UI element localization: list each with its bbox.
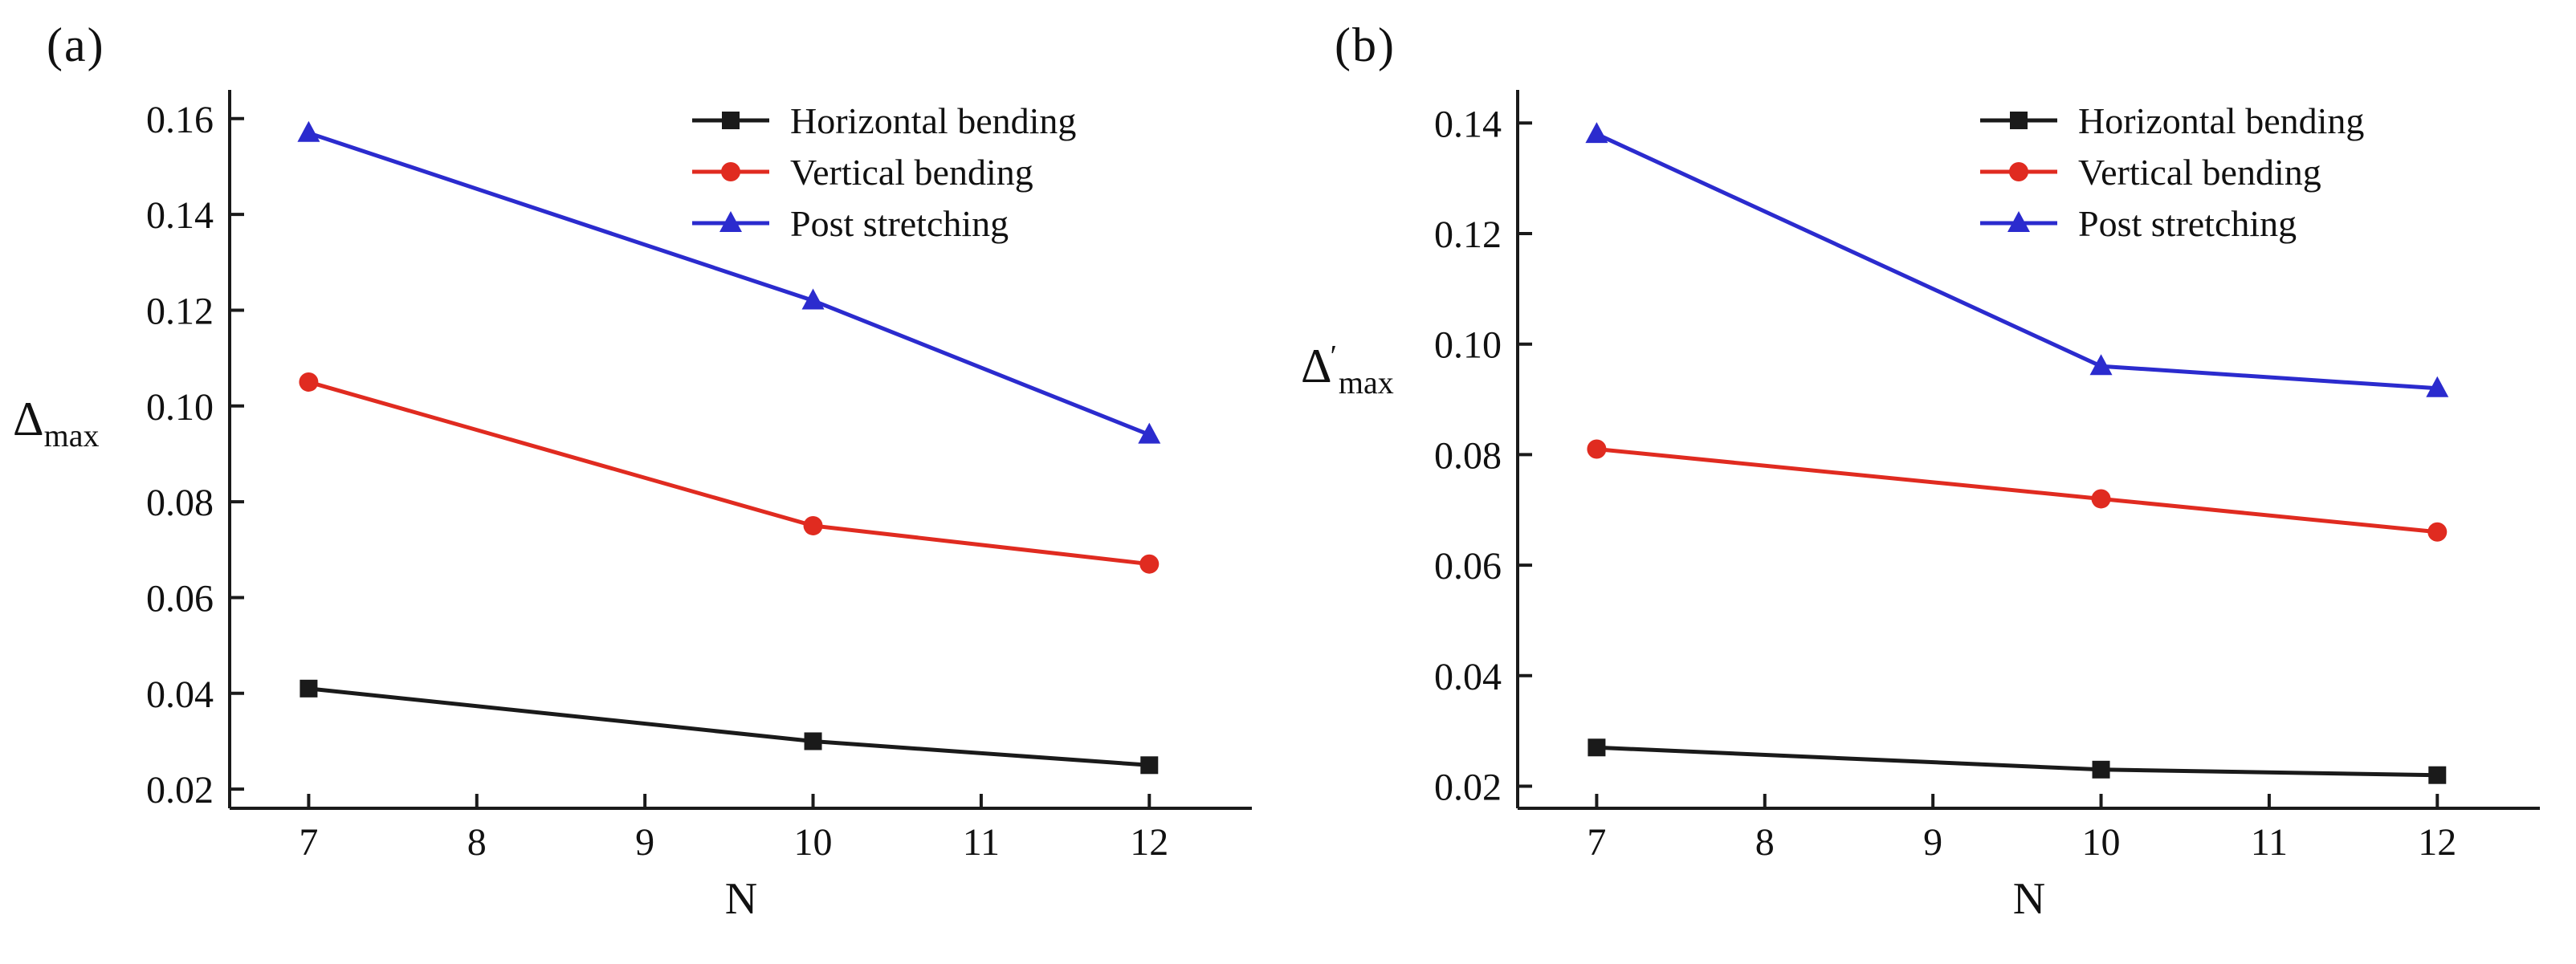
y-axis-label-b: Δ′max xyxy=(1301,339,1394,401)
x-axis-label-a: N xyxy=(724,874,758,924)
x-tick-label: 9 xyxy=(635,821,654,864)
legend-label: Vertical bending xyxy=(2078,152,2321,193)
triangle-marker xyxy=(2426,376,2449,397)
panel-b-label: (b) xyxy=(1335,18,1396,71)
y-tick-label: 0.12 xyxy=(1434,214,1502,256)
legend-label: Post stretching xyxy=(2078,203,2297,244)
y-tick-label: 0.08 xyxy=(1434,434,1502,477)
series-line xyxy=(1596,447,2438,535)
y-axis-prime: ′ xyxy=(1330,340,1337,373)
legend-label: Vertical bending xyxy=(790,152,1033,193)
circle-marker xyxy=(1139,554,1160,574)
triangle-marker xyxy=(801,288,825,310)
x-tick-label: 7 xyxy=(1587,821,1606,864)
series-line xyxy=(1596,745,2438,778)
panel-b: (b) Δ′max N 7 8 9 10 11 12 0.02 0.04 0.06 0.08 0.1… xyxy=(1288,0,2576,964)
x-tick-label: 10 xyxy=(794,821,833,864)
triangle-marker xyxy=(1138,422,1161,444)
square-marker xyxy=(722,112,740,129)
circle-marker xyxy=(803,515,823,535)
y-tick-label: 0.06 xyxy=(1434,545,1502,588)
triangle-marker xyxy=(2007,211,2030,232)
circle-marker xyxy=(2091,489,2111,509)
y-tick-label: 0.08 xyxy=(146,482,214,524)
line-chart-a: 7 8 9 10 11 12 0.02 0.04 0.06 0.08 0.10 0.12 0.14 0.1… xyxy=(146,90,1252,864)
x-tick-label: 11 xyxy=(963,821,1000,864)
y-tick-label: 0.16 xyxy=(146,99,214,141)
square-marker xyxy=(300,679,318,698)
y-tick-label: 0.12 xyxy=(146,290,214,332)
legend: Horizontal bending Vertical bending Post s… xyxy=(692,100,1076,244)
series-line xyxy=(308,686,1150,767)
triangle-marker xyxy=(719,211,742,232)
y-tick-label: 0.02 xyxy=(146,769,214,811)
y-tick-label: 0.14 xyxy=(146,194,214,237)
y-axis-subscript: max xyxy=(1338,364,1394,401)
panel-a: (a) Δmax N 7 8 9 10 11 12 0.02 0.04 0.06 0.08 0.10… xyxy=(13,18,1252,924)
y-axis-label-a: Δmax xyxy=(13,392,99,454)
y-tick-label: 0.10 xyxy=(146,386,214,429)
triangle-marker xyxy=(2089,354,2113,376)
x-tick-label: 12 xyxy=(2418,821,2456,864)
x-tick-label: 9 xyxy=(1923,821,1942,864)
y-tick-label: 0.14 xyxy=(1434,103,1502,145)
y-tick-label: 0.04 xyxy=(146,673,214,716)
panel-a-label: (a) xyxy=(47,18,105,71)
legend-label: Horizontal bending xyxy=(2078,100,2364,141)
x-tick-label: 8 xyxy=(467,821,487,864)
legend: Horizontal bending Vertical bending Post s… xyxy=(1980,100,2364,244)
square-marker xyxy=(2092,760,2110,779)
circle-marker xyxy=(2009,162,2028,181)
circle-marker xyxy=(1587,439,1607,459)
legend-label: Post stretching xyxy=(790,203,1009,244)
y-axis-symbol: Δ xyxy=(1301,340,1332,393)
triangle-marker xyxy=(297,120,320,142)
y-tick-label: 0.04 xyxy=(1434,656,1502,698)
square-marker xyxy=(1140,756,1159,775)
x-tick-label: 11 xyxy=(2251,821,2288,864)
x-tick-label: 12 xyxy=(1130,821,1168,864)
y-axis-symbol: Δ xyxy=(13,393,44,445)
y-tick-label: 0.02 xyxy=(1434,766,1502,808)
square-marker xyxy=(1588,738,1606,757)
x-tick-label: 8 xyxy=(1755,821,1775,864)
circle-marker xyxy=(721,162,740,181)
y-axis-subscript: max xyxy=(43,417,100,454)
series-line xyxy=(308,380,1150,567)
triangle-marker xyxy=(1585,122,1608,144)
square-marker xyxy=(804,732,822,750)
line-chart-b: 7 8 9 10 11 12 0.02 0.04 0.06 0.08 0.10 0.12 0.14 Hor… xyxy=(1434,90,2540,864)
x-tick-label: 10 xyxy=(2082,821,2121,864)
x-tick-label: 7 xyxy=(299,821,318,864)
legend-label: Horizontal bending xyxy=(790,100,1076,141)
circle-marker xyxy=(299,372,319,392)
circle-marker xyxy=(2427,522,2448,542)
y-tick-label: 0.06 xyxy=(146,577,214,620)
square-marker xyxy=(2010,112,2028,129)
square-marker xyxy=(2428,766,2447,784)
x-axis-label-b: N xyxy=(2012,874,2046,924)
y-tick-label: 0.10 xyxy=(1434,324,1502,367)
